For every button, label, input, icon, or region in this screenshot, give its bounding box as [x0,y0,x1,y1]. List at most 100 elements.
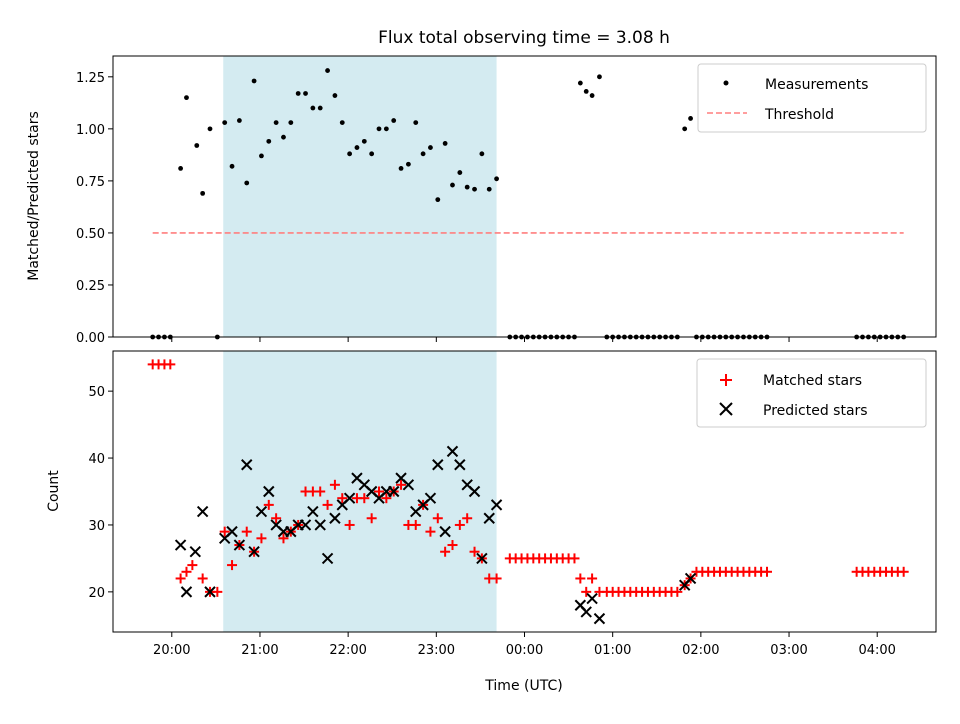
bottom-y-axis-label: Count [46,470,62,512]
measurement-point [236,118,242,123]
matched-stars-point [241,526,252,537]
matched-stars-point [322,499,333,510]
x-tick-label: 04:00 [858,643,895,658]
y-tick-label: 0.25 [76,279,105,294]
matched-stars-point [447,540,458,551]
measurement-point [295,91,301,96]
predicted-stars-point [248,546,260,558]
predicted-stars-point [255,505,268,518]
predicted-stars-point [241,459,253,471]
y-tick-label: 20 [88,586,105,601]
measurement-point [494,176,499,182]
measurement-point [200,190,206,196]
predicted-stars-point [174,539,187,551]
measurement-point [383,126,389,132]
predicted-stars-point [387,485,400,498]
predicted-stars-point [196,505,209,518]
measurement-point [281,134,286,140]
predicted-stars-point [424,492,437,504]
measurement-point [222,120,228,126]
y-tick-label: 0.50 [76,227,105,242]
predicted-stars-point [329,512,341,524]
matched-stars-point [212,586,223,597]
bottom-x-ticks: 20:00 21:00 22:00 23:00 00:00 01:00 02:00 03:00… [153,632,896,658]
x-tick-label: 01:00 [594,643,631,658]
matched-stars-point [432,513,443,524]
measurement-point [229,163,235,169]
matched-stars-point [165,359,176,370]
legend-matched-label: Matched stars [763,373,862,389]
predicted-stars-point [446,445,459,458]
top-legend-box [697,63,927,133]
matched-stars-point [197,573,208,584]
chart-title: Flux total observing time = 3.08 h [378,28,670,48]
measurement-point [244,180,250,186]
measurement-point [597,74,602,80]
matched-stars-point [374,486,385,497]
bottom-subplot: 20 30 40 50 20:00 21:00 22:00 23:00 00:00 01:00 0… [46,350,937,694]
predicted-stars-point [580,606,592,618]
predicted-stars-point [476,552,488,565]
y-tick-label: 30 [88,519,105,534]
measurement-point [577,80,583,86]
y-tick-label: 1.25 [76,71,105,86]
matched-stars-point [440,546,451,557]
measurement-point [339,120,345,126]
bottom-data-layer [147,359,909,625]
matched-stars-point [359,493,370,504]
y-tick-label: 0.00 [76,331,105,346]
matched-stars-point [187,560,198,571]
top-y-ticks: 0.00 0.25 0.50 0.75 1.00 1.25 [76,71,113,346]
measurement-point [486,186,492,192]
legend-measurements-marker [723,80,729,86]
x-tick-label: 21:00 [241,643,278,658]
top-x-ticks [171,337,878,342]
matched-stars-point [396,479,407,490]
matched-stars-point [315,486,326,497]
predicted-stars-point [483,512,495,524]
measurement-point [589,93,595,98]
y-tick-label: 0.75 [76,175,105,190]
predicted-stars-point [439,525,451,538]
top-legend: Measurements Threshold [697,63,927,133]
measurement-point [207,126,213,132]
measurement-point [251,78,257,84]
matched-stars-point [271,513,282,524]
matched-stars-point [344,519,355,530]
measurement-point [259,153,264,159]
measurement-point [332,93,338,98]
matched-stars-point [219,526,230,537]
observing-interval-shade [223,56,497,337]
x-tick-label: 00:00 [506,643,543,658]
measurement-point [376,126,382,132]
matched-stars-point [491,573,502,584]
bottom-legend: Matched stars Predicted stars [696,358,927,428]
bottom-legend-box [696,358,927,428]
matched-stars-point [587,573,598,584]
matched-stars-point [898,566,909,577]
matched-stars-point [469,546,480,557]
legend-predicted-marker [719,402,733,416]
predicted-stars-point [586,592,598,605]
matched-stars-point [329,479,340,490]
matched-stars-point [175,573,186,584]
matched-stars-point [672,586,683,597]
predicted-stars-point [299,519,312,531]
predicted-stars-point [189,546,202,558]
measurement-point [682,126,688,132]
top-y-axis-label: Matched/Predicted stars [26,111,42,281]
x-axis-label: Time (UTC) [484,678,562,694]
matched-stars-point [462,513,473,524]
measurement-point [428,145,433,150]
predicted-stars-point [233,539,246,551]
measurement-point [194,143,200,148]
predicted-stars-point [432,459,444,471]
measurement-point [266,138,272,144]
predicted-stars-point [468,485,481,498]
y-tick-label: 1.00 [76,123,105,138]
measurement-point [317,105,323,111]
measurement-point [405,161,411,167]
matched-stars-point [181,566,192,577]
measurement-point [435,197,441,203]
